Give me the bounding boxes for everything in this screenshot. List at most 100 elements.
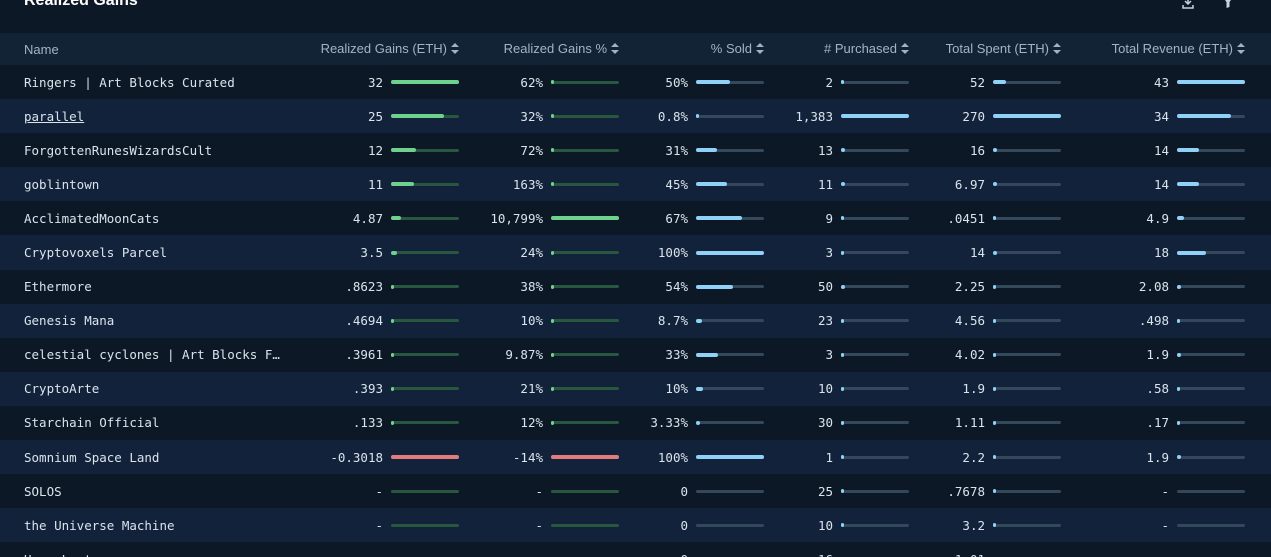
- sort-icon[interactable]: [1053, 42, 1061, 57]
- cell-realized-gains-pct: 10%: [485, 304, 645, 338]
- cell-bar-fill: [551, 318, 554, 323]
- cell-value: -0.3018: [330, 449, 383, 465]
- filter-icon[interactable]: [1221, 0, 1235, 8]
- column-header-label: Realized Gains (ETH): [320, 41, 447, 56]
- cell-bar: [391, 318, 459, 323]
- cell-realized-gains-pct: 21%: [485, 372, 645, 406]
- table-row[interactable]: ForgottenRunesWizardsCult 12 72% 31% 13 16 14: [0, 133, 1271, 168]
- table-row[interactable]: goblintown 11 163% 45% 11 6.97 14: [0, 167, 1271, 202]
- table-row[interactable]: Ringers | Art Blocks Curated 32 62% 50% 2 52 4…: [0, 65, 1271, 100]
- cell-value: -: [535, 552, 543, 557]
- cell-bar-fill: [551, 455, 619, 460]
- column-header-realized-gains-eth[interactable]: Realized Gains (ETH): [300, 33, 485, 65]
- table-row[interactable]: Genesis Mana .4694 10% 8.7% 23 4.56 .498: [0, 303, 1271, 338]
- cell-pct-sold: 45%: [645, 167, 790, 201]
- cell-total-revenue-eth: .58: [1087, 372, 1271, 406]
- cell-value: 2: [825, 74, 833, 90]
- table-row[interactable]: Cryptovoxels Parcel 3.5 24% 100% 3 14 18: [0, 235, 1271, 270]
- cell-total-revenue-eth: 14: [1087, 167, 1271, 201]
- cell-value: -: [375, 483, 383, 499]
- cell-realized-gains-pct: 32%: [485, 99, 645, 133]
- column-header-num-purchased[interactable]: # Purchased: [790, 33, 935, 65]
- cell-bar-fill: [696, 455, 764, 460]
- cell-bar: [841, 182, 909, 187]
- cell-bar: [551, 352, 619, 357]
- cell-bar-fill: [841, 182, 845, 187]
- cell-bar-fill: [551, 216, 619, 221]
- cell-bar-fill: [993, 455, 996, 460]
- cell-bar-fill: [696, 148, 717, 153]
- cell-bar: [696, 352, 764, 357]
- cell-bar: [551, 216, 619, 221]
- cell-value: .498: [1138, 313, 1169, 329]
- cell-bar-fill: [551, 250, 554, 255]
- table-row[interactable]: CryptoArte .393 21% 10% 10 1.9 .58: [0, 371, 1271, 406]
- cell-pct-sold: 0: [645, 508, 790, 542]
- cell-bar: [841, 523, 909, 528]
- table-row[interactable]: parallel 25 32% 0.8% 1,383 270 34: [0, 99, 1271, 134]
- cell-realized-gains-eth: 3.5: [300, 235, 485, 269]
- column-header-realized-gains-pct[interactable]: Realized Gains %: [485, 33, 645, 65]
- cell-bar: [993, 114, 1061, 119]
- cell-realized-gains-pct: -14%: [485, 440, 645, 474]
- collection-link[interactable]: parallel: [24, 108, 85, 124]
- table-row[interactable]: Starchain Official .133 12% 3.33% 30 1.11 .17: [0, 405, 1271, 441]
- cell-bar: [841, 284, 909, 289]
- cell-value: 32: [367, 74, 383, 90]
- cell-num-purchased: 23: [790, 304, 935, 338]
- cell-bar-fill: [551, 284, 554, 289]
- collection-name: Genesis Mana: [24, 313, 115, 329]
- cell-realized-gains-eth: 12: [300, 133, 485, 167]
- cell-bar: [993, 182, 1061, 187]
- cell-realized-gains-pct: 12%: [485, 406, 645, 440]
- cell-bar: [696, 455, 764, 460]
- cell-realized-gains-eth: -0.3018: [300, 440, 485, 474]
- cell-bar-fill: [551, 420, 554, 425]
- cell-total-spent-eth: .7678: [935, 474, 1087, 508]
- table-row[interactable]: Ethermore .8623 38% 54% 50 2.25 2.08: [0, 269, 1271, 304]
- download-icon[interactable]: [1181, 0, 1195, 9]
- sort-icon[interactable]: [756, 42, 764, 57]
- sort-icon[interactable]: [451, 42, 459, 57]
- sort-icon[interactable]: [611, 42, 619, 57]
- table-row[interactable]: Somnium Space Land -0.3018 -14% 100% 1 2.2 1.9: [0, 440, 1271, 475]
- table-row[interactable]: HypepLoot - - 0 16 1.01 -: [0, 542, 1271, 557]
- cell-total-spent-eth: 1.9: [935, 372, 1087, 406]
- cell-num-purchased: 13: [790, 133, 935, 167]
- cell-num-purchased: 10: [790, 508, 935, 542]
- cell-value: 21%: [520, 381, 543, 397]
- table-row[interactable]: celestial cyclones | Art Blocks F… .3961 9…: [0, 337, 1271, 372]
- cell-num-purchased: 16: [790, 542, 935, 557]
- table-row[interactable]: AcclimatedMoonCats 4.87 10,799% 67% 9 .0451 4.…: [0, 201, 1271, 236]
- cell-value: 0: [680, 552, 688, 557]
- cell-name: ForgottenRunesWizardsCult: [0, 133, 300, 167]
- column-header-pct-sold[interactable]: % Sold: [645, 33, 790, 65]
- cell-bar-fill: [841, 318, 844, 323]
- cell-bar: [696, 114, 764, 119]
- column-header-total-spent-eth[interactable]: Total Spent (ETH): [935, 33, 1087, 65]
- cell-bar-fill: [391, 318, 394, 323]
- cell-total-spent-eth: 4.56: [935, 304, 1087, 338]
- cell-total-spent-eth: 52: [935, 65, 1087, 99]
- table-row[interactable]: SOLOS - - 0 25 .7678 -: [0, 474, 1271, 509]
- sort-icon[interactable]: [901, 42, 909, 57]
- cell-bar-fill: [993, 148, 997, 153]
- cell-name: Starchain Official: [0, 406, 300, 440]
- cell-value: 50: [817, 279, 833, 295]
- cell-value: .7678: [947, 483, 985, 499]
- cell-value: 0: [680, 483, 688, 499]
- column-header-label: Realized Gains %: [503, 41, 607, 56]
- column-header-name[interactable]: Name: [0, 33, 300, 65]
- column-header-label: Total Spent (ETH): [945, 41, 1049, 56]
- cell-value: 25: [817, 483, 833, 499]
- sort-icon[interactable]: [1237, 42, 1245, 57]
- cell-bar: [841, 148, 909, 153]
- cell-bar: [993, 523, 1061, 528]
- cell-bar-fill: [696, 216, 742, 221]
- cell-name: Ethermore: [0, 270, 300, 304]
- cell-realized-gains-eth: -: [300, 474, 485, 508]
- cell-name: celestial cyclones | Art Blocks F…: [0, 338, 300, 372]
- column-header-total-revenue-eth[interactable]: Total Revenue (ETH): [1087, 33, 1271, 65]
- cell-value: 1: [825, 449, 833, 465]
- table-row[interactable]: the Universe Machine - - 0 10 3.2 -: [0, 508, 1271, 543]
